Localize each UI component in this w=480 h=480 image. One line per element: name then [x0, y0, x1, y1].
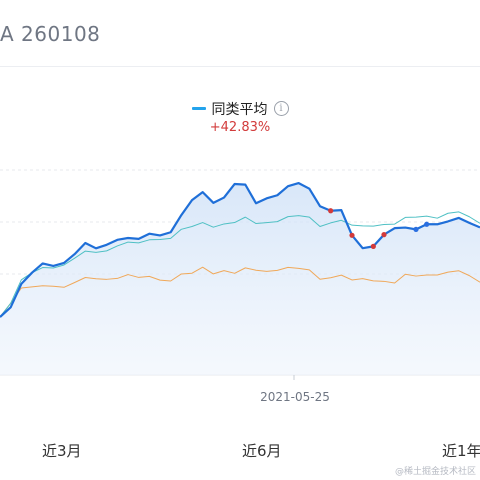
legend-label: 同类平均 [211, 101, 268, 118]
area-fill-path [0, 183, 480, 375]
change-percent: +42.83% [209, 120, 271, 135]
trade-marker[interactable] [349, 232, 355, 238]
watermark: @稀土掘金技术社区 [394, 467, 476, 477]
fund-title: A 260108 [0, 22, 101, 46]
performance-chart[interactable] [0, 67, 480, 430]
crosshair-date: 2021-05-25 [260, 390, 330, 404]
benchmark-line [0, 266, 480, 318]
fund-header: A 260108 [0, 0, 480, 66]
legend-item[interactable]: 同类平均 i [191, 99, 289, 119]
tab-1-year[interactable]: 近1年 [442, 442, 480, 460]
tab-3-months[interactable]: 近3月 [42, 442, 82, 460]
series-lines [0, 181, 480, 318]
legend-swatch [191, 107, 206, 110]
tab-6-months[interactable]: 近6月 [242, 442, 282, 460]
fund-line [0, 181, 480, 318]
trade-marker[interactable] [413, 226, 419, 232]
legend: 同类平均 i [0, 95, 480, 118]
category-average-line [0, 211, 480, 318]
header-divider [0, 66, 480, 67]
area-fill [0, 183, 480, 375]
info-icon[interactable]: i [273, 101, 289, 116]
trade-markers [328, 208, 430, 249]
trade-marker[interactable] [424, 221, 430, 227]
trade-marker[interactable] [381, 232, 387, 238]
trade-marker[interactable] [328, 208, 334, 214]
period-tabs: 近3月 近6月 近1年 [0, 430, 480, 470]
chart-svg [0, 169, 480, 380]
trade-marker[interactable] [370, 243, 376, 249]
